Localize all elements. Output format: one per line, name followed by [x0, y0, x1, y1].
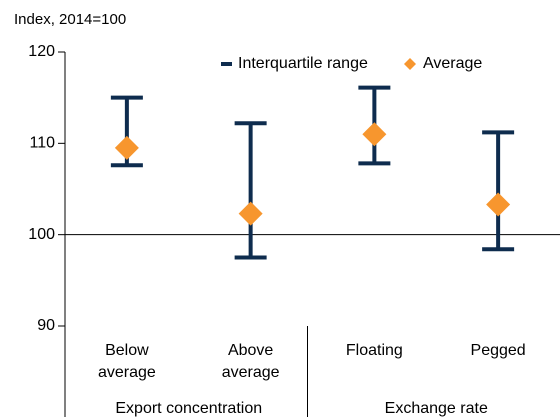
average-marker: [114, 135, 139, 160]
x-tick-label: Above average: [221, 342, 280, 381]
average-marker: [486, 192, 511, 217]
y-axis-label: Index, 2014=100: [14, 11, 126, 28]
group-label: Export concentration: [115, 400, 262, 417]
y-tick-label: 110: [29, 135, 55, 152]
legend-label: Average: [423, 55, 482, 72]
x-tick-label: Below average: [97, 342, 156, 381]
y-tick-label: 90: [37, 317, 55, 334]
legend-label: Interquartile range: [238, 55, 368, 72]
group-label: Exchange rate: [385, 400, 488, 417]
y-tick-label: 100: [28, 226, 55, 243]
legend-swatch: [404, 58, 416, 70]
average-marker: [238, 201, 263, 226]
x-tick-label: Floating: [345, 342, 403, 359]
x-tick-label: Pegged: [470, 342, 526, 359]
average-marker: [362, 122, 387, 147]
y-tick-label: 120: [28, 43, 55, 60]
